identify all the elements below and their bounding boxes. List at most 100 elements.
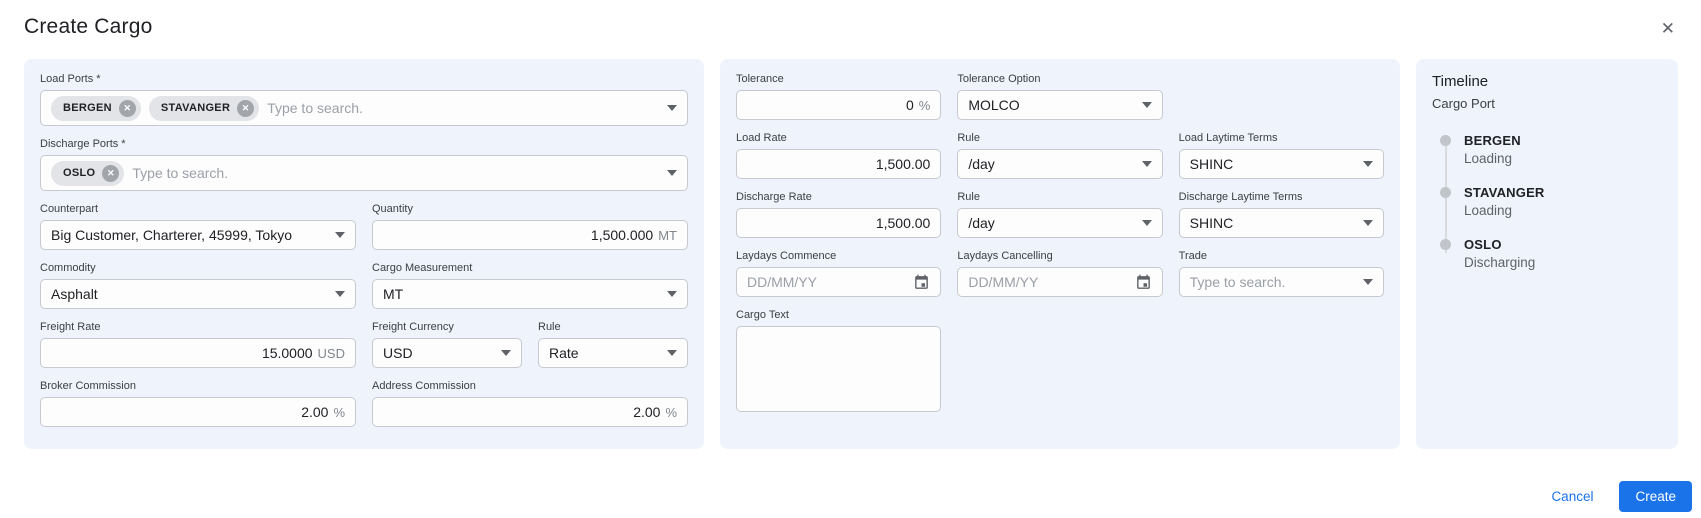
chevron-down-icon (501, 350, 511, 356)
dialog-content: Load Ports * BERGEN ✕ STAVANGER ✕ Type t… (0, 59, 1701, 449)
freight-rate-label: Freight Rate (40, 321, 101, 333)
tolerance-value: 0 (905, 97, 914, 113)
discharge-laytime-terms-label: Discharge Laytime Terms (1178, 191, 1303, 203)
load-laytime-terms-value: SHINC (1189, 156, 1234, 172)
laydays-commence-input[interactable]: DD/MM/YY (736, 267, 942, 297)
quantity-value: 1,500.000 (590, 227, 654, 243)
freight-rate-input[interactable]: 15.0000 USD (40, 338, 356, 368)
cargo-text-textarea[interactable] (736, 326, 942, 412)
load-rate-label: Load Rate (736, 132, 787, 144)
tolerance-option-label: Tolerance Option (957, 73, 1041, 85)
cancel-button[interactable]: Cancel (1551, 489, 1594, 504)
timeline-stop: OSLO Discharging (1432, 237, 1662, 270)
address-commission-label: Address Commission (372, 380, 476, 392)
cargo-measurement-value: MT (383, 286, 404, 302)
chip-label: BERGEN (63, 102, 112, 114)
cargo-text-label: Cargo Text (736, 309, 789, 321)
address-commission-value: 2.00 (633, 404, 661, 420)
dialog-footer: Cancel Create (0, 481, 1701, 512)
cargo-main-panel: Load Ports * BERGEN ✕ STAVANGER ✕ Type t… (24, 59, 704, 449)
page-title: Create Cargo (24, 15, 153, 38)
load-rate-value: 1,500.00 (875, 156, 931, 172)
timeline-subtitle: Cargo Port (1432, 96, 1495, 111)
chevron-down-icon (1141, 161, 1152, 167)
chip-label: OSLO (63, 167, 96, 179)
quantity-input[interactable]: 1,500.000 MT (372, 220, 688, 250)
freight-rule-value: Rate (549, 345, 579, 361)
timeline-activity: Discharging (1464, 255, 1536, 270)
discharge-laytime-terms-value: SHINC (1189, 215, 1234, 231)
chip-remove-icon[interactable]: ✕ (118, 99, 136, 117)
broker-commission-unit: % (333, 404, 345, 420)
chevron-down-icon (1141, 220, 1152, 226)
commodity-value: Asphalt (51, 286, 98, 302)
trade-select[interactable]: Type to search. (1178, 267, 1384, 297)
chip-remove-icon[interactable]: ✕ (102, 164, 120, 182)
laydays-cancelling-input[interactable]: DD/MM/YY (957, 267, 1163, 297)
tolerance-option-select[interactable]: MOLCO (957, 90, 1163, 120)
tolerance-unit: % (918, 97, 931, 113)
load-port-chip[interactable]: BERGEN ✕ (51, 95, 141, 121)
chip-remove-icon[interactable]: ✕ (237, 99, 255, 117)
chevron-down-icon (667, 291, 677, 297)
discharge-rate-label: Discharge Rate (736, 191, 812, 203)
discharge-laytime-terms-select[interactable]: SHINC (1178, 208, 1384, 238)
laydays-commence-label: Laydays Commence (736, 250, 837, 262)
discharge-rate-input[interactable]: 1,500.00 (736, 208, 942, 238)
load-rule-value: /day (968, 156, 995, 172)
discharge-port-chip[interactable]: OSLO ✕ (51, 160, 125, 186)
dialog-header: Create Cargo ✕ (0, 0, 1701, 59)
discharge-rule-select[interactable]: /day (957, 208, 1163, 238)
tolerance-option-value: MOLCO (968, 97, 1020, 113)
quantity-label: Quantity (372, 203, 413, 215)
cargo-measurement-select[interactable]: MT (372, 279, 688, 309)
chevron-down-icon (1141, 102, 1152, 108)
broker-commission-value: 2.00 (301, 404, 329, 420)
commodity-label: Commodity (40, 262, 96, 274)
discharge-ports-label: Discharge Ports * (40, 138, 126, 150)
freight-currency-value: USD (383, 345, 413, 361)
laydays-cancelling-label: Laydays Cancelling (957, 250, 1053, 262)
trade-label: Trade (1178, 250, 1207, 262)
load-rule-label: Rule (957, 132, 980, 144)
search-placeholder: Type to search. (1189, 274, 1286, 290)
load-laytime-terms-select[interactable]: SHINC (1178, 149, 1384, 179)
tolerance-input[interactable]: 0 % (736, 90, 942, 120)
quantity-unit: MT (658, 227, 677, 243)
timeline-stop: STAVANGER Loading (1432, 185, 1662, 218)
chevron-down-icon (1362, 161, 1373, 167)
load-rate-input[interactable]: 1,500.00 (736, 149, 942, 179)
cargo-terms-panel: Tolerance 0 % Tolerance Option MOLCO Loa… (720, 59, 1400, 449)
load-ports-multiselect[interactable]: BERGEN ✕ STAVANGER ✕ Type to search. (40, 90, 688, 126)
timeline-title: Timeline (1432, 73, 1489, 90)
counterpart-label: Counterpart (40, 203, 99, 215)
timeline-stops: BERGEN Loading STAVANGER Loading OSLO (1432, 133, 1662, 270)
grid-empty-cell (1179, 73, 1384, 120)
date-placeholder: DD/MM/YY (968, 274, 1039, 290)
timeline-dot-icon (1440, 135, 1451, 146)
discharge-ports-multiselect[interactable]: OSLO ✕ Type to search. (40, 155, 688, 191)
address-commission-input[interactable]: 2.00 % (372, 397, 688, 427)
commodity-select[interactable]: Asphalt (40, 279, 356, 309)
tolerance-label: Tolerance (736, 73, 784, 85)
freight-rule-select[interactable]: Rate (538, 338, 688, 368)
timeline-dot-icon (1440, 239, 1451, 250)
close-icon[interactable]: ✕ (1660, 19, 1675, 38)
chevron-down-icon (667, 170, 677, 176)
calendar-icon[interactable] (913, 274, 930, 291)
broker-commission-input[interactable]: 2.00 % (40, 397, 356, 427)
freight-currency-select[interactable]: USD (372, 338, 522, 368)
load-rule-select[interactable]: /day (957, 149, 1163, 179)
counterpart-select[interactable]: Big Customer, Charterer, 45999, Tokyo (40, 220, 356, 250)
counterpart-value: Big Customer, Charterer, 45999, Tokyo (51, 227, 292, 243)
freight-rule-label: Rule (538, 321, 561, 333)
calendar-icon[interactable] (1135, 274, 1152, 291)
timeline-port: BERGEN (1464, 133, 1521, 148)
load-port-chip[interactable]: STAVANGER ✕ (148, 95, 260, 121)
chevron-down-icon (667, 105, 677, 111)
search-placeholder: Type to search. (267, 100, 363, 116)
create-button[interactable]: Create (1619, 481, 1692, 512)
freight-currency-label: Freight Currency (372, 321, 454, 333)
date-placeholder: DD/MM/YY (747, 274, 817, 290)
